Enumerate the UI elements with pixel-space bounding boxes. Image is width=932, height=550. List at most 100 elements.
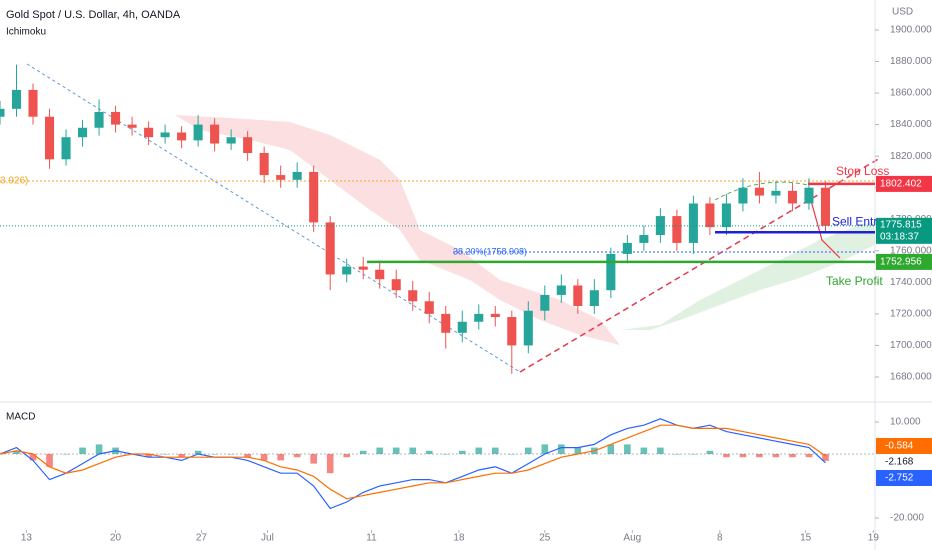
value-badge-label: -2.752 — [885, 473, 914, 484]
candle-body — [78, 127, 88, 138]
candle-body — [144, 127, 154, 138]
histogram-bar — [227, 453, 235, 455]
candle-body — [672, 216, 682, 243]
histogram-bar — [458, 450, 466, 454]
candle-body — [276, 175, 286, 180]
x-tick-label: 8 — [717, 533, 723, 544]
histogram-bar — [789, 453, 796, 458]
candle-body — [193, 124, 203, 141]
signal-line — [0, 424, 826, 500]
x-tick-label: 27 — [196, 533, 208, 544]
histogram-bar — [706, 450, 714, 454]
candle-body — [606, 253, 616, 291]
candle-body — [804, 187, 814, 204]
candle-body — [441, 313, 451, 333]
candle-body — [408, 290, 418, 302]
candle-body — [457, 321, 467, 333]
histogram-bar — [739, 453, 747, 458]
histogram-bar — [491, 447, 499, 454]
price-badge-label: 1752.956 — [880, 257, 922, 268]
value-badge-label: -2.168 — [885, 457, 914, 468]
histogram-bar — [607, 444, 615, 454]
histogram-bar — [442, 453, 450, 455]
price-badge — [876, 217, 932, 244]
histogram-bar — [277, 453, 284, 461]
y-tick-label: 1840.000 — [890, 119, 932, 130]
histogram-bar — [359, 450, 367, 454]
indicator-label: Ichimoku — [6, 27, 46, 38]
y-tick-label: 1860.000 — [890, 88, 932, 99]
histogram-bar — [376, 447, 384, 454]
histogram-bar — [293, 453, 301, 458]
candle-body — [94, 111, 104, 128]
candle-body — [507, 317, 517, 346]
candle-body — [820, 187, 831, 226]
histogram-bar — [425, 450, 433, 454]
histogram-bar — [194, 450, 202, 454]
histogram-bar — [640, 447, 648, 454]
y-tick-label: 1700.000 — [890, 340, 932, 351]
histogram-bar — [657, 447, 664, 454]
histogram-bar — [343, 453, 350, 458]
histogram-bar — [326, 453, 334, 474]
histogram-bar — [673, 453, 681, 455]
candle-body — [28, 89, 38, 117]
cloud-bullish — [620, 222, 875, 330]
price-badge-label: 1802.402 — [880, 179, 922, 190]
y-tick-label: 1900.000 — [890, 25, 932, 36]
candle-body — [424, 301, 434, 314]
histogram-bar — [211, 453, 218, 455]
y-tick-label: 1680.000 — [890, 372, 932, 383]
currency: USD — [892, 7, 913, 18]
x-tick-label: 25 — [539, 533, 551, 544]
chart-title: Gold Spot / U.S. Dollar, 4h, OANDA — [6, 9, 181, 21]
histogram-bar — [46, 453, 53, 467]
candle-body — [309, 171, 319, 223]
x-tick-label: Aug — [623, 533, 641, 544]
candle-body — [391, 279, 401, 291]
y-tick-label: -20.000 — [890, 513, 924, 524]
level-name: Stop Loss — [836, 164, 889, 178]
histogram-bar — [95, 444, 103, 454]
y-tick-label: 1740.000 — [890, 277, 932, 288]
candle-body — [44, 116, 55, 160]
value-badge — [876, 454, 932, 470]
y-tick-label: 1820.000 — [890, 151, 932, 162]
value-badge — [876, 470, 932, 486]
y-tick-label: 10.000 — [890, 417, 921, 428]
histogram-bar — [161, 453, 169, 455]
level-name: Take Profit — [826, 274, 883, 288]
price-badge — [876, 175, 932, 192]
candle-body — [160, 132, 170, 138]
candle-body — [177, 132, 187, 141]
candle-body — [705, 203, 715, 228]
candle-body — [259, 152, 269, 176]
x-tick-label: 20 — [110, 533, 122, 544]
x-tick-label: 13 — [21, 533, 33, 544]
candle-body — [490, 313, 500, 318]
histogram-bar — [723, 453, 730, 458]
candle-body — [787, 190, 797, 204]
y-tick-label: 1760.000 — [890, 245, 932, 256]
macd-label: MACD — [6, 412, 35, 423]
histogram-bar — [260, 453, 268, 461]
histogram-bar — [475, 447, 483, 454]
x-tick-label: 11 — [366, 533, 377, 544]
candle-body — [589, 290, 599, 306]
level-name: Sell Entry — [832, 214, 883, 228]
histogram-bar — [805, 453, 813, 458]
value-badge — [876, 438, 932, 454]
histogram-bar — [178, 453, 185, 458]
fib-label: 38.20%(1758.908) — [453, 246, 527, 256]
histogram-bar — [145, 453, 152, 458]
x-tick-label: 15 — [800, 533, 812, 544]
candle-body — [210, 124, 220, 144]
candle-body — [523, 310, 533, 346]
candle-body — [754, 187, 764, 196]
histogram-bar — [409, 447, 417, 454]
candle-body — [540, 294, 550, 311]
y-tick-label: 1720.000 — [890, 309, 932, 320]
candle-body — [0, 108, 5, 117]
histogram-bar — [508, 453, 516, 455]
histogram-bar — [541, 444, 549, 454]
